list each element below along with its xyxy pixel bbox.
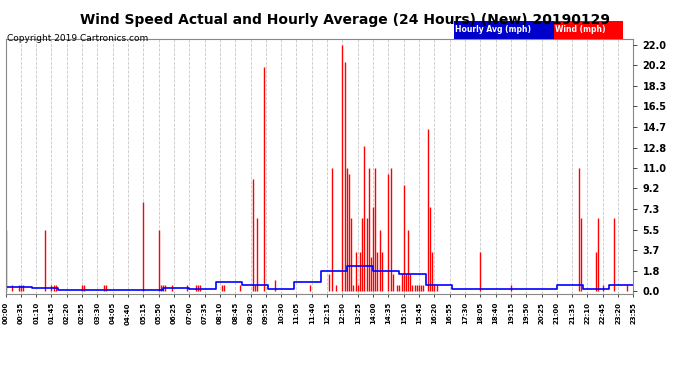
Text: Wind (mph): Wind (mph) [555,25,606,34]
Text: Hourly Avg (mph): Hourly Avg (mph) [455,25,531,34]
Text: Copyright 2019 Cartronics.com: Copyright 2019 Cartronics.com [7,34,148,43]
Text: Wind Speed Actual and Hourly Average (24 Hours) (New) 20190129: Wind Speed Actual and Hourly Average (24… [80,13,610,27]
